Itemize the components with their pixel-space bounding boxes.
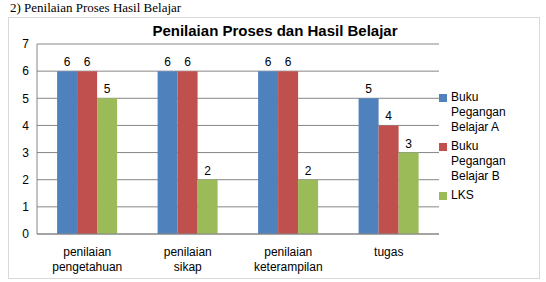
svg-text:penilaiansikap: penilaiansikap — [164, 245, 212, 274]
html-text:Buku Pegangan Belajar A: Buku Pegangan Belajar A — [451, 89, 506, 134]
html-text:Penilaian Proses dan Hasil Bel: Penilaian Proses dan Hasil Belajar — [152, 22, 398, 39]
svg-text:7: 7 — [22, 37, 29, 51]
svg-text:0: 0 — [22, 227, 29, 241]
svg-text:6: 6 — [22, 64, 29, 78]
svg-text:6: 6 — [64, 55, 71, 69]
svg-text:6: 6 — [265, 55, 272, 69]
svg-text:4: 4 — [22, 119, 29, 133]
svg-text:2: 2 — [305, 164, 312, 178]
svg-text:5: 5 — [104, 82, 111, 96]
svg-text:5: 5 — [365, 82, 372, 96]
svg-text:6: 6 — [164, 55, 171, 69]
svg-text:2: 2 — [204, 164, 211, 178]
html-text:Buku Pegangan Belajar B: Buku Pegangan Belajar B — [451, 138, 506, 183]
svg-text:1: 1 — [22, 200, 29, 214]
svg-text:5: 5 — [22, 92, 29, 106]
svg-text:4: 4 — [385, 109, 392, 123]
svg-text:6: 6 — [184, 55, 191, 69]
svg-text:3: 3 — [405, 137, 412, 151]
svg-text:penilaianketerampilan: penilaianketerampilan — [254, 245, 323, 274]
svg-text:6: 6 — [84, 55, 91, 69]
svg-text:6: 6 — [285, 55, 292, 69]
html-text:2) Penilaian Proses Hasil Bela: 2) Penilaian Proses Hasil Belajar — [10, 0, 182, 15]
svg-text:tugas: tugas — [374, 245, 403, 259]
html-text:LKS: LKS — [451, 187, 474, 202]
svg-text:penilaianpengetahuan: penilaianpengetahuan — [52, 245, 122, 274]
svg-text:3: 3 — [22, 146, 29, 160]
svg-text:2: 2 — [22, 173, 29, 187]
